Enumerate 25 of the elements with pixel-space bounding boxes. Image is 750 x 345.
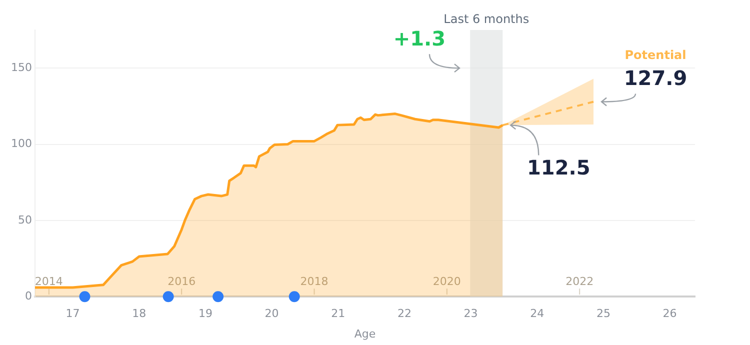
x-tick-label: 22 [397, 307, 412, 320]
y-tick-label: 50 [18, 213, 32, 226]
x2-tick-label: 2016 [168, 274, 196, 288]
x-tick-label: 19 [198, 307, 212, 320]
x-tick-label: 21 [331, 307, 346, 320]
x2-tick-label: 2014 [34, 274, 63, 288]
y-tick-label: 150 [10, 60, 32, 74]
band-label: Last 6 months [444, 12, 530, 26]
x-tick-label: 25 [596, 307, 610, 320]
annotation: +1.3 [393, 26, 446, 50]
x-tick-label: 18 [132, 307, 146, 320]
y-tick-label: 100 [10, 137, 32, 150]
x-tick-label: 20 [264, 307, 279, 320]
y-tick-label: 0 [24, 289, 32, 302]
x-tick-label: 26 [662, 307, 677, 320]
x2-tick-label: 2022 [566, 274, 594, 288]
text: Potential [624, 48, 686, 62]
x2-tick-label: 2020 [432, 274, 461, 288]
x2-tick-label: 2018 [300, 274, 328, 288]
x-axis-title: Age [354, 327, 376, 340]
annotation: 112.5 [527, 155, 590, 180]
x-tick-label: 23 [464, 307, 478, 320]
x-tick-label: 24 [530, 307, 544, 320]
annotation: 127.9 [624, 66, 688, 90]
x-tick-label: 17 [66, 307, 80, 320]
